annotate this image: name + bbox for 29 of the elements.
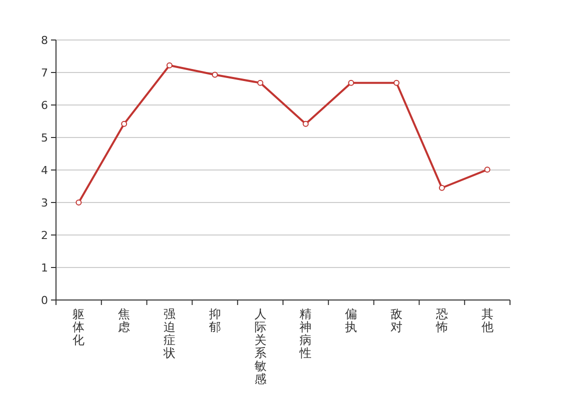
- x-tick-label: 恐怖: [434, 307, 448, 334]
- point: [121, 120, 128, 127]
- point: [348, 80, 354, 86]
- point: [76, 200, 82, 206]
- y-tick-label: 5: [41, 132, 48, 144]
- y-tick-label: 1: [41, 262, 48, 274]
- x-tick-label: 焦虑: [118, 307, 130, 334]
- y-tick-label: 3: [41, 196, 48, 210]
- x-tick-label: 偏执: [345, 307, 358, 334]
- x-tick-label: 强迫症状: [162, 307, 176, 360]
- y-tick-label: 7: [41, 66, 48, 80]
- point: [484, 166, 490, 173]
- point: [394, 80, 400, 86]
- point: [438, 184, 445, 191]
- point: [257, 80, 264, 86]
- y-tick-label: 8: [41, 34, 48, 47]
- x-tick-label: 其他: [481, 307, 494, 334]
- x-tick-label: 人际关系敏感: [254, 307, 266, 386]
- y-tick-label: 4: [41, 164, 48, 177]
- x-tick-label: 躯体化: [72, 307, 85, 347]
- x-tick-label: 精神病性: [298, 307, 312, 360]
- y-tick-label: 6: [41, 99, 48, 112]
- y-tick-label: 0: [41, 294, 48, 307]
- y-tick-label: 2: [41, 229, 48, 242]
- x-tick-label: 抑郁: [208, 307, 221, 334]
- point: [212, 72, 218, 78]
- x-tick-label: 敌对: [390, 307, 402, 334]
- point: [302, 120, 309, 127]
- point: [166, 62, 172, 68]
